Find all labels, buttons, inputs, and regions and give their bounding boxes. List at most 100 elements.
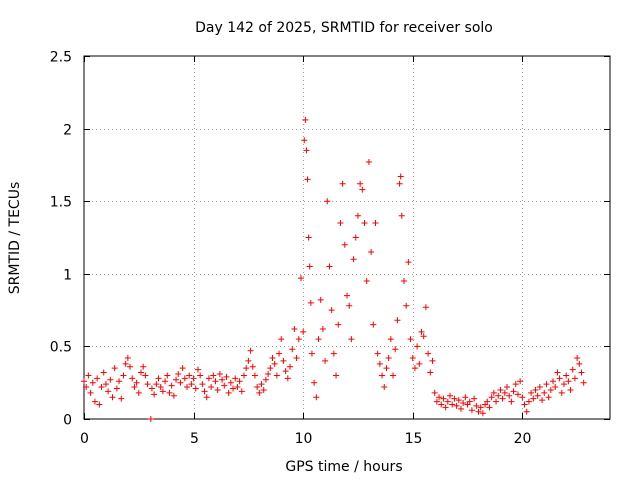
x-tick-label: 20 <box>514 431 532 447</box>
chart-title: Day 142 of 2025, SRMTID for receiver sol… <box>195 20 493 36</box>
data-point <box>278 336 285 343</box>
data-point <box>344 292 350 299</box>
data-point <box>265 370 272 377</box>
data-point <box>236 378 243 385</box>
data-point <box>137 369 144 376</box>
data-point <box>225 389 232 396</box>
data-point <box>565 378 572 385</box>
data-point <box>282 368 289 375</box>
data-point <box>348 336 355 343</box>
data-point <box>493 398 500 405</box>
data-point <box>155 375 162 382</box>
data-point <box>151 391 158 398</box>
x-tick-label: 5 <box>190 431 199 447</box>
data-point <box>530 395 537 402</box>
data-point <box>267 365 274 372</box>
data-point <box>451 395 458 402</box>
x-tick-label: 15 <box>405 431 423 447</box>
data-point <box>490 389 497 396</box>
data-point <box>324 198 331 205</box>
data-point <box>276 350 283 357</box>
data-point <box>227 379 234 386</box>
data-point <box>260 386 267 393</box>
data-point <box>368 249 375 256</box>
data-point <box>460 400 467 407</box>
data-point <box>186 372 193 379</box>
data-point <box>438 401 445 408</box>
data-point <box>431 389 438 396</box>
data-point <box>147 416 154 422</box>
data-point <box>197 372 204 379</box>
data-point <box>140 363 147 370</box>
data-point <box>190 375 197 382</box>
data-point <box>291 325 298 332</box>
data-point <box>157 384 164 391</box>
data-point <box>436 394 443 401</box>
data-point <box>455 397 462 404</box>
data-point <box>574 355 581 362</box>
data-point <box>164 372 171 379</box>
data-point <box>409 355 416 362</box>
data-point <box>142 372 149 379</box>
data-point <box>194 366 201 373</box>
plot-frame <box>83 55 611 420</box>
data-point <box>473 402 480 409</box>
data-point <box>339 180 346 187</box>
data-point <box>453 402 460 409</box>
data-point <box>385 355 392 362</box>
data-point <box>98 384 105 391</box>
data-point <box>379 372 386 379</box>
data-point <box>554 369 561 376</box>
data-point <box>127 363 134 370</box>
data-point <box>216 370 223 377</box>
y-tick-label: 2 <box>63 123 72 139</box>
data-point <box>297 275 304 282</box>
data-point <box>173 376 180 383</box>
data-point <box>477 404 484 411</box>
data-point <box>269 355 276 362</box>
data-point <box>306 263 313 270</box>
data-point <box>403 302 410 309</box>
data-point <box>512 381 519 388</box>
data-point <box>109 394 116 401</box>
data-point <box>124 355 131 362</box>
data-point <box>133 379 140 386</box>
data-point <box>521 401 528 408</box>
data-point <box>387 336 394 343</box>
data-point <box>525 398 532 405</box>
data-point <box>392 346 399 353</box>
data-point <box>280 357 287 364</box>
data-point <box>317 296 324 303</box>
data-point <box>416 360 423 367</box>
data-point <box>295 336 302 343</box>
data-point <box>262 376 269 383</box>
data-point <box>571 375 578 382</box>
data-point <box>547 386 554 393</box>
data-point <box>301 137 308 144</box>
data-point <box>304 176 311 183</box>
data-point <box>201 388 208 395</box>
data-point <box>214 386 221 393</box>
data-point <box>144 381 151 388</box>
data-point <box>567 386 574 393</box>
data-point <box>258 381 265 388</box>
data-point <box>330 350 337 357</box>
data-point <box>372 219 379 226</box>
data-point <box>245 357 252 364</box>
data-point <box>230 385 237 392</box>
data-point <box>414 343 421 350</box>
data-point <box>556 375 563 382</box>
data-point <box>311 379 318 386</box>
data-point <box>307 299 314 306</box>
data-point <box>184 384 191 391</box>
data-point <box>381 384 388 391</box>
data-point <box>102 381 109 388</box>
data-point <box>251 372 258 379</box>
data-point <box>475 408 482 415</box>
data-point <box>501 389 508 396</box>
data-point <box>576 360 583 367</box>
data-point <box>471 395 478 402</box>
data-point <box>365 158 372 165</box>
data-point <box>444 398 451 405</box>
data-point <box>247 347 254 354</box>
